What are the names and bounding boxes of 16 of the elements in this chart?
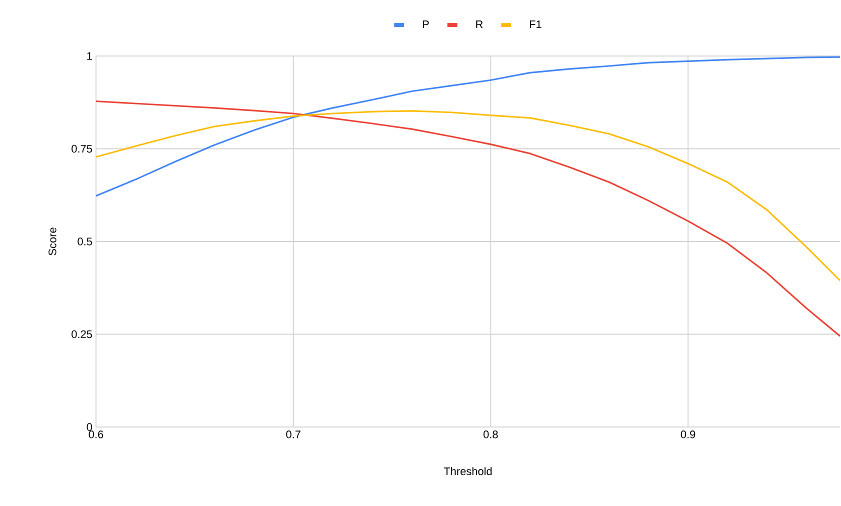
x-tick-label: 0.8 <box>484 430 498 438</box>
legend-label: R <box>476 20 483 28</box>
y-tick-label: 0.5 <box>78 238 92 246</box>
y-tick-label: 1 <box>87 52 92 60</box>
y-tick-label: 0.75 <box>72 144 92 153</box>
line-series <box>96 110 840 282</box>
x-tick-label: 0.6 <box>88 430 104 438</box>
legend-label: P <box>422 20 429 28</box>
x-tick-label: 0.9 <box>680 430 696 438</box>
y-tick-label: 0 <box>86 423 92 431</box>
y-axis-title: Score <box>48 228 56 256</box>
line-series <box>96 56 840 197</box>
y-tick-label: 0.25 <box>72 330 92 338</box>
x-axis-title: Threshold <box>444 467 492 476</box>
legend-label: F1 <box>530 20 542 28</box>
x-tick-label: 0.7 <box>286 430 300 438</box>
